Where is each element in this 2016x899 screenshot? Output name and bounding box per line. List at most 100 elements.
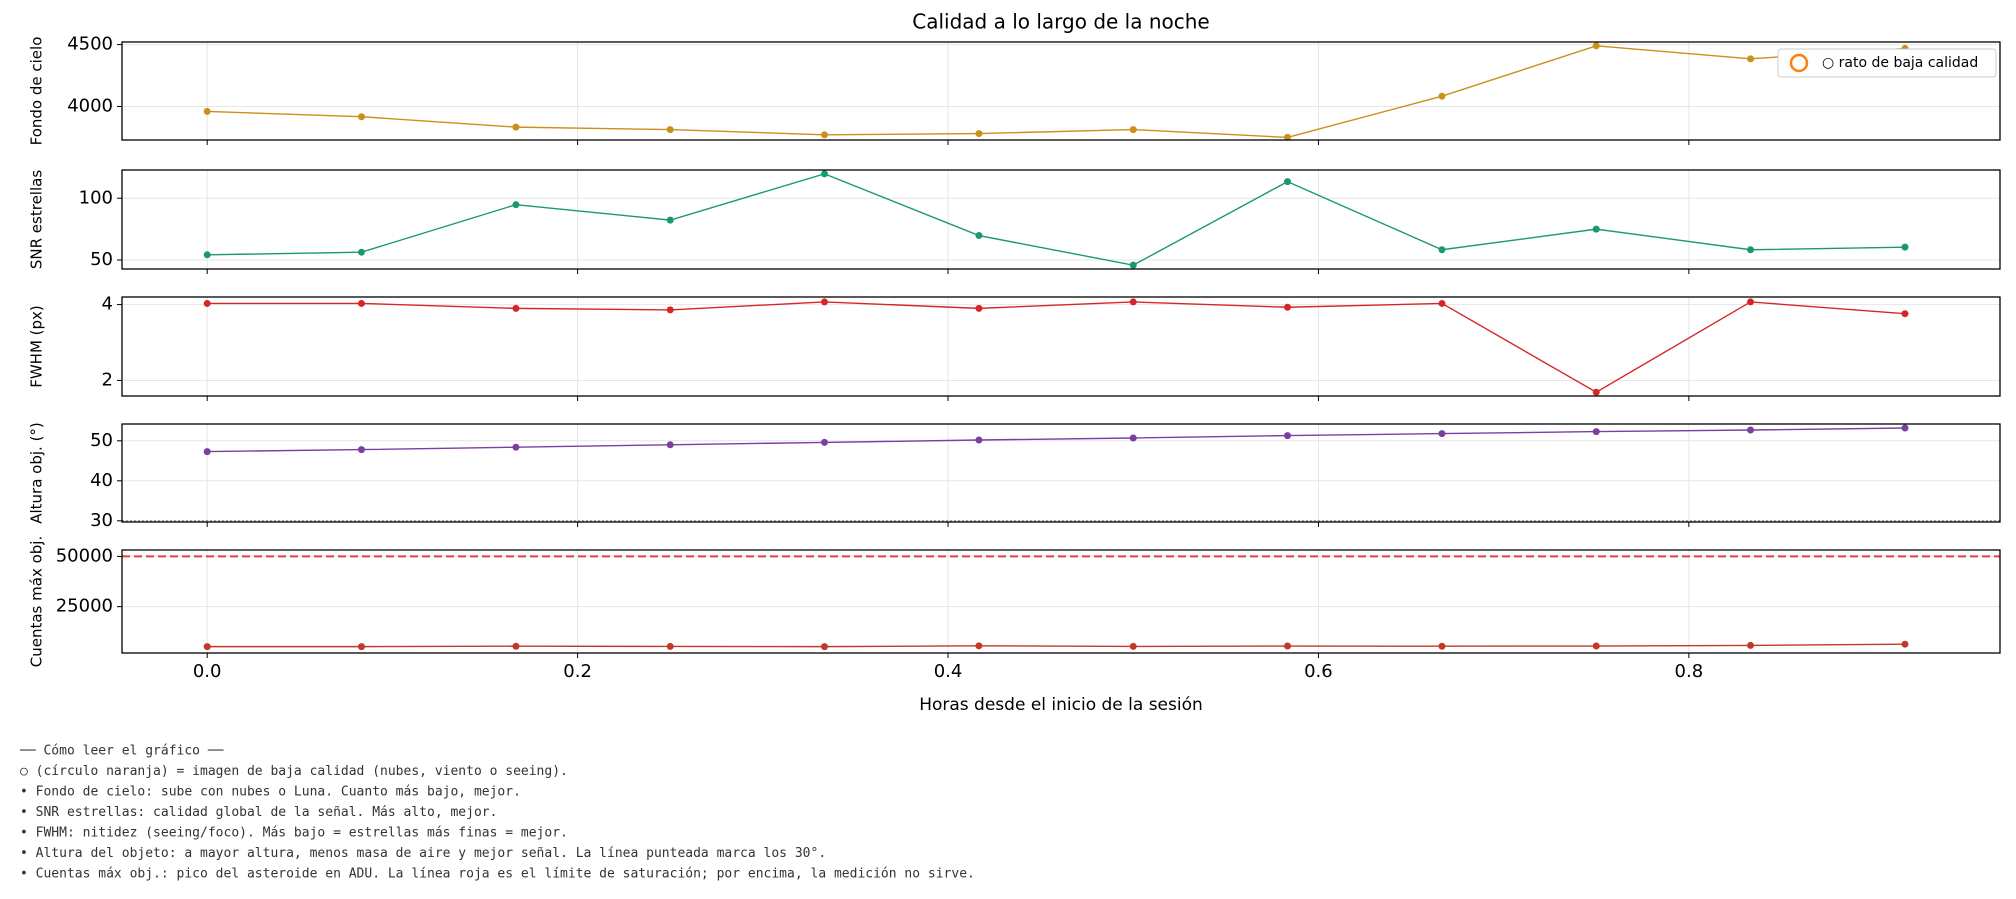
data-point [1284,178,1292,186]
data-point [357,248,365,256]
data-point [666,216,674,224]
y-axis-label: FWHM (px) [28,305,46,388]
y-tick-label: 30 [90,510,113,531]
data-point [820,643,828,651]
data-point [1592,225,1600,233]
data-point [1284,432,1292,440]
data-point [666,126,674,134]
y-tick-label: 25000 [56,596,113,617]
axes-frame [121,41,2001,141]
data-point [1592,42,1600,50]
y-axis-label: Cuentas máx obj. [28,536,46,667]
y-axis-label: SNR estrellas [28,170,46,269]
data-point [820,298,828,306]
y-tick-label: 50 [90,430,113,451]
y-tick-label: 50000 [56,545,113,566]
y-tick-label: 50 [90,249,113,270]
note-line: • Cuentas máx obj.: pico del asteroide e… [20,867,975,882]
axes-frame [121,549,2001,654]
y-tick-label: 4000 [67,95,113,116]
data-point [512,443,520,451]
x-tick-label: 0.0 [193,661,222,682]
data-point [975,130,983,138]
axes-frame [121,296,2001,397]
data-point [975,304,983,312]
y-axis-label: Altura obj. (°) [28,422,46,524]
data-point [1438,430,1446,438]
data-point [666,306,674,314]
note-line: • SNR estrellas: calidad global de la se… [20,805,497,820]
data-point [820,131,828,139]
data-point [1747,246,1755,254]
axes-frame [121,169,2001,270]
data-point [512,123,520,131]
data-point [975,642,983,650]
data-point [203,107,211,115]
data-point [1901,310,1909,318]
data-point [820,170,828,178]
figure-title: Calidad a lo largo de la noche [912,10,1210,34]
data-point [1592,388,1600,396]
series-line [207,643,1905,648]
y-tick-label: 40 [90,470,113,491]
data-point [820,438,828,446]
data-point [1129,261,1137,269]
data-point [203,251,211,259]
data-point [512,304,520,312]
data-point [1901,424,1909,432]
data-point [203,643,211,651]
legend-marker [1789,53,1809,73]
series-line [207,427,1905,453]
data-point [975,232,983,240]
data-point [203,299,211,307]
series-line [207,45,1906,139]
data-point [1129,298,1137,306]
note-line: • Fondo de cielo: sube con nubes o Luna.… [20,785,521,800]
data-point [203,448,211,456]
data-point [512,201,520,209]
data-point [1438,92,1446,100]
data-point [1284,133,1292,141]
data-point [1129,434,1137,442]
data-point [1438,246,1446,254]
note-line: ── Cómo leer el gráfico ── [19,744,224,759]
data-point [512,642,520,650]
data-point [1129,126,1137,134]
data-point [1438,642,1446,650]
data-point [1592,428,1600,436]
data-point [666,441,674,449]
data-point [357,446,365,454]
data-point [1284,303,1292,311]
data-point [1284,642,1292,650]
data-point [1129,642,1137,650]
x-tick-label: 0.8 [1675,661,1704,682]
axes-frame [121,423,2001,523]
note-line: ○ (círculo naranja) = imagen de baja cal… [20,764,568,779]
y-tick-label: 4 [102,294,113,315]
x-tick-label: 0.2 [563,661,592,682]
data-point [1901,640,1909,648]
data-point [357,299,365,307]
data-point [975,436,983,444]
data-point [666,642,674,650]
y-tick-label: 4500 [67,34,113,55]
data-point [357,113,365,121]
data-point [1747,298,1755,306]
data-point [1747,426,1755,434]
data-point [1592,642,1600,650]
note-line: • FWHM: nitidez (seeing/foco). Más bajo … [20,826,568,841]
x-tick-label: 0.6 [1304,661,1333,682]
series-line [207,173,1906,266]
data-point [1438,299,1446,307]
data-point [1747,55,1755,63]
y-tick-label: 2 [102,369,113,390]
x-axis-label: Horas desde el inicio de la sesión [919,695,1203,715]
series-line [207,301,1906,394]
x-tick-label: 0.4 [934,661,963,682]
y-tick-label: 100 [79,187,113,208]
y-axis-label: Fondo de cielo [28,37,46,146]
legend-box [1777,48,1997,78]
legend-label: ○ rato de baja calidad [1822,55,1978,71]
